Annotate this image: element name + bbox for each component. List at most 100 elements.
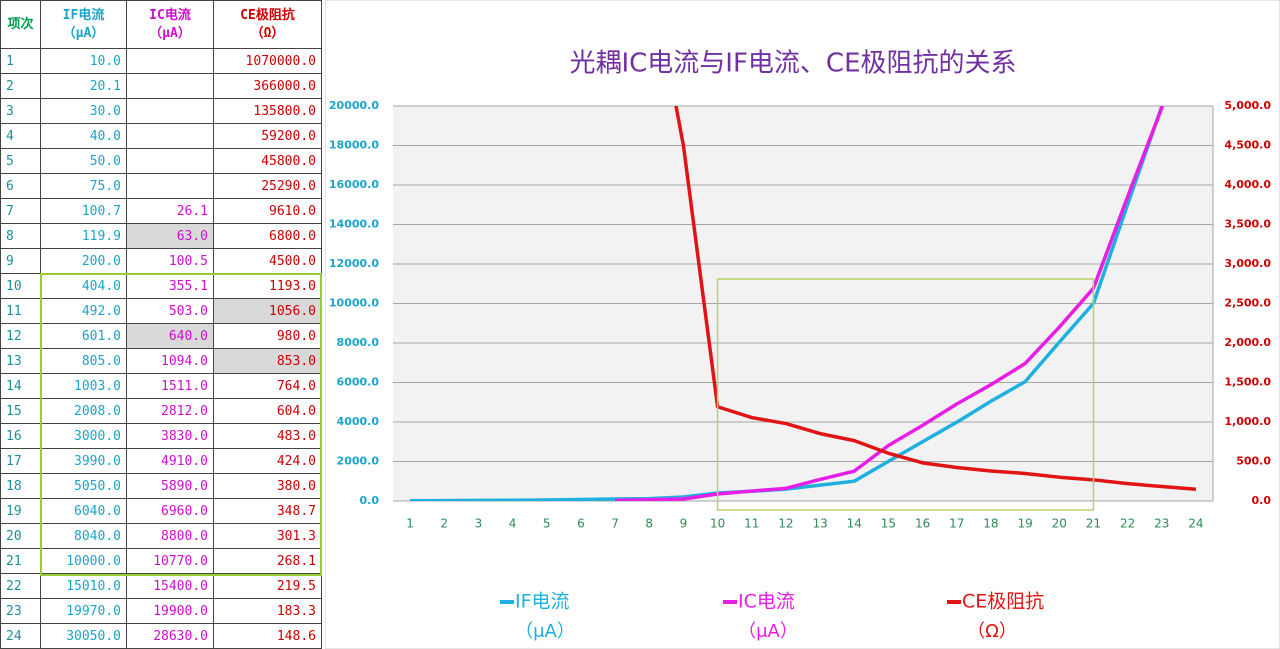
table-cell: 5 [0,148,41,174]
y-tick-label: 2000.0 [337,455,380,468]
table-cell: 3000.0 [40,423,127,449]
table-cell: 24 [0,623,41,649]
y-tick-label: 12000.0 [329,257,379,270]
table-cell: 3830.0 [126,423,214,449]
table-cell: 9 [0,248,41,274]
table-row: 9 200.0 100.5 4500.0 [0,248,322,274]
table-cell: 640.0 [126,323,214,349]
table-row: 16 3000.0 3830.0 483.0 [0,423,322,449]
y2-tick-label: 3,500.0 [1224,218,1271,231]
series-line [410,106,1164,501]
table-cell: 764.0 [213,373,322,399]
table-cell: 6040.0 [40,498,127,524]
table-cell: 1511.0 [126,373,214,399]
table-cell: 6 [0,173,41,199]
x-tick-label: 10 [710,517,725,531]
table-cell [126,48,214,74]
table-cell: 601.0 [40,323,127,349]
table-cell: 23 [0,598,41,624]
y2-tick-label: 3,000.0 [1224,257,1271,270]
table-cell: 3 [0,98,41,124]
y2-tick-label: 500.0 [1236,455,1271,468]
table-body: 1 10.0 1070000.0 2 20.1 366000.0 3 30.0 135800.0… [0,48,322,649]
table-cell: 4500.0 [213,248,322,274]
y-tick-label: 6000.0 [337,376,380,389]
table-row: 6 75.0 25290.0 [0,173,322,199]
y-tick-label: 14000.0 [329,218,379,231]
table-cell: 16 [0,423,41,449]
table-row: 13 805.0 1094.0 853.0 [0,348,322,374]
header-name: IF电流 [62,7,105,23]
table-cell: 148.6 [213,623,322,649]
x-tick-label: 5 [543,517,551,531]
table-cell: 100.5 [126,248,214,274]
table-cell: 11 [0,298,41,324]
legend-label: CE极阻抗 [962,591,1044,613]
x-tick-label: 18 [983,517,998,531]
table-cell [126,73,214,99]
table-cell: 483.0 [213,423,322,449]
legend-unit: （Ω） [967,621,1017,642]
table-cell: 7 [0,198,41,224]
table-row: 7 100.7 26.1 9610.0 [0,198,322,224]
table-cell: 15010.0 [40,573,127,599]
y-tick-label: 10000.0 [329,297,379,310]
x-tick-label: 12 [778,517,793,531]
table-cell: 45800.0 [213,148,322,174]
table-cell: 100.7 [40,198,127,224]
table-cell: 50.0 [40,148,127,174]
table-cell: 28630.0 [126,623,214,649]
table-cell: 604.0 [213,398,322,424]
x-tick-label: 20 [1052,517,1067,531]
table-cell: 268.1 [213,548,322,574]
y2-tick-label: 5,000.0 [1224,99,1271,112]
table-cell: 380.0 [213,473,322,499]
header-unit: （μA） [62,25,105,41]
table-row: 2 20.1 366000.0 [0,73,322,99]
x-tick-label: 23 [1154,517,1169,531]
table-row: 24 30050.0 28630.0 148.6 [0,623,322,649]
x-tick-label: 1 [406,517,414,531]
table-cell: 5890.0 [126,473,214,499]
table-cell: 119.9 [40,223,127,249]
table-cell: 75.0 [40,173,127,199]
x-tick-label: 4 [509,517,517,531]
header-text: 项次 [7,16,34,32]
table-cell: 355.1 [126,273,214,299]
x-tick-label: 11 [744,517,759,531]
table-row: 15 2008.0 2812.0 604.0 [0,398,322,424]
x-tick-label: 9 [680,517,688,531]
header-row: 项次 IF电流 （μA） IC电流 （μA） CE极阻抗 （Ω） [0,0,322,49]
y2-tick-label: 0.0 [1252,494,1272,507]
table-cell: 10000.0 [40,548,127,574]
x-tick-label: 17 [949,517,964,531]
chart: 光耦IC电流与IF电流、CE极阻抗的关系 0.0 2000.0 4000.0 6000… [325,0,1280,649]
y2-tick-label: 4,500.0 [1224,139,1271,152]
table-cell: 200.0 [40,248,127,274]
header-cell: IF电流 （μA） [40,0,127,49]
table-cell: 492.0 [40,298,127,324]
table-row: 14 1003.0 1511.0 764.0 [0,373,322,399]
y-tick-label: 16000.0 [329,178,379,191]
table-cell [126,98,214,124]
header-unit: （μA） [149,25,191,41]
y2-tick-label: 1,500.0 [1224,376,1271,389]
table-row: 11 492.0 503.0 1056.0 [0,298,322,324]
x-tick-label: 8 [645,517,653,531]
table-cell: 30050.0 [40,623,127,649]
table-cell: 3990.0 [40,448,127,474]
y-tick-label: 20000.0 [329,99,379,112]
table-cell: 1003.0 [40,373,127,399]
series-line [615,106,1164,501]
table-cell: 21 [0,548,41,574]
x-tick-label: 7 [611,517,619,531]
x-tick-label: 15 [881,517,896,531]
data-table: 项次 IF电流 （μA） IC电流 （μA） CE极阻抗 （Ω） 1 10.0 1070000.… [0,0,322,649]
table-row: 12 601.0 640.0 980.0 [0,323,322,349]
table-cell: 8040.0 [40,523,127,549]
table-cell: 40.0 [40,123,127,149]
table-cell: 348.7 [213,498,322,524]
y-tick-label: 4000.0 [337,415,380,428]
table-row: 22 15010.0 15400.0 219.5 [0,573,322,599]
table-cell: 10.0 [40,48,127,74]
